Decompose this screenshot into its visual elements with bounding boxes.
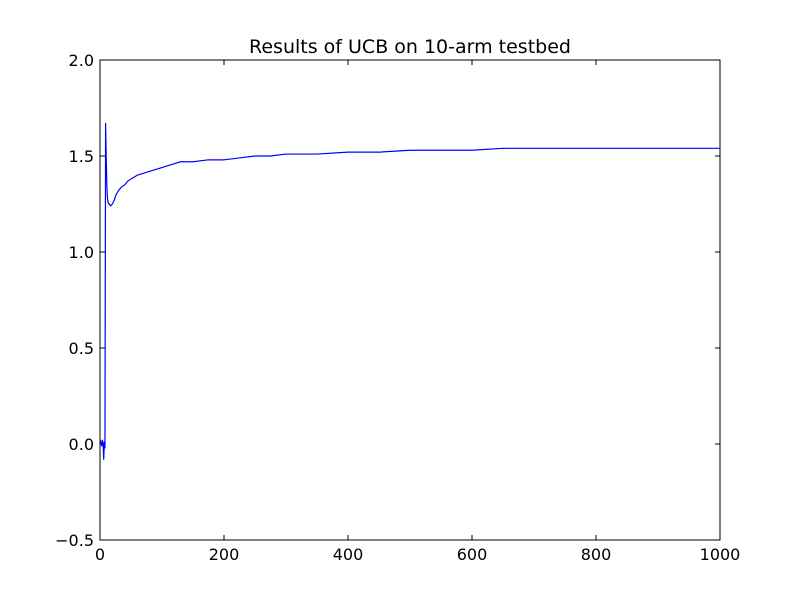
series-line [100,122,720,460]
plot-frame [99,59,721,541]
y-tick-label: 0.5 [69,339,94,358]
y-tick-label: 0.0 [69,435,94,454]
y-tick-label: 1.5 [69,147,94,166]
x-tick-label: 600 [457,545,488,564]
chart-title: Results of UCB on 10-arm testbed [249,36,571,58]
y-tick-label: 1.0 [69,243,94,262]
x-tick-label: 1000 [700,545,741,564]
x-tick-label: 800 [581,545,612,564]
x-tick-label: 0 [95,545,105,564]
x-tick-labels: 0 200 400 600 800 1000 [95,545,740,564]
series-layer [100,122,720,460]
x-tick-label: 200 [209,545,240,564]
x-tick-label: 400 [333,545,364,564]
y-tick-labels: −0.5 0.0 0.5 1.0 1.5 2.0 [55,51,94,550]
y-tick-label: −0.5 [55,531,94,550]
axis-ticks [99,59,721,541]
y-tick-label: 2.0 [69,51,94,70]
